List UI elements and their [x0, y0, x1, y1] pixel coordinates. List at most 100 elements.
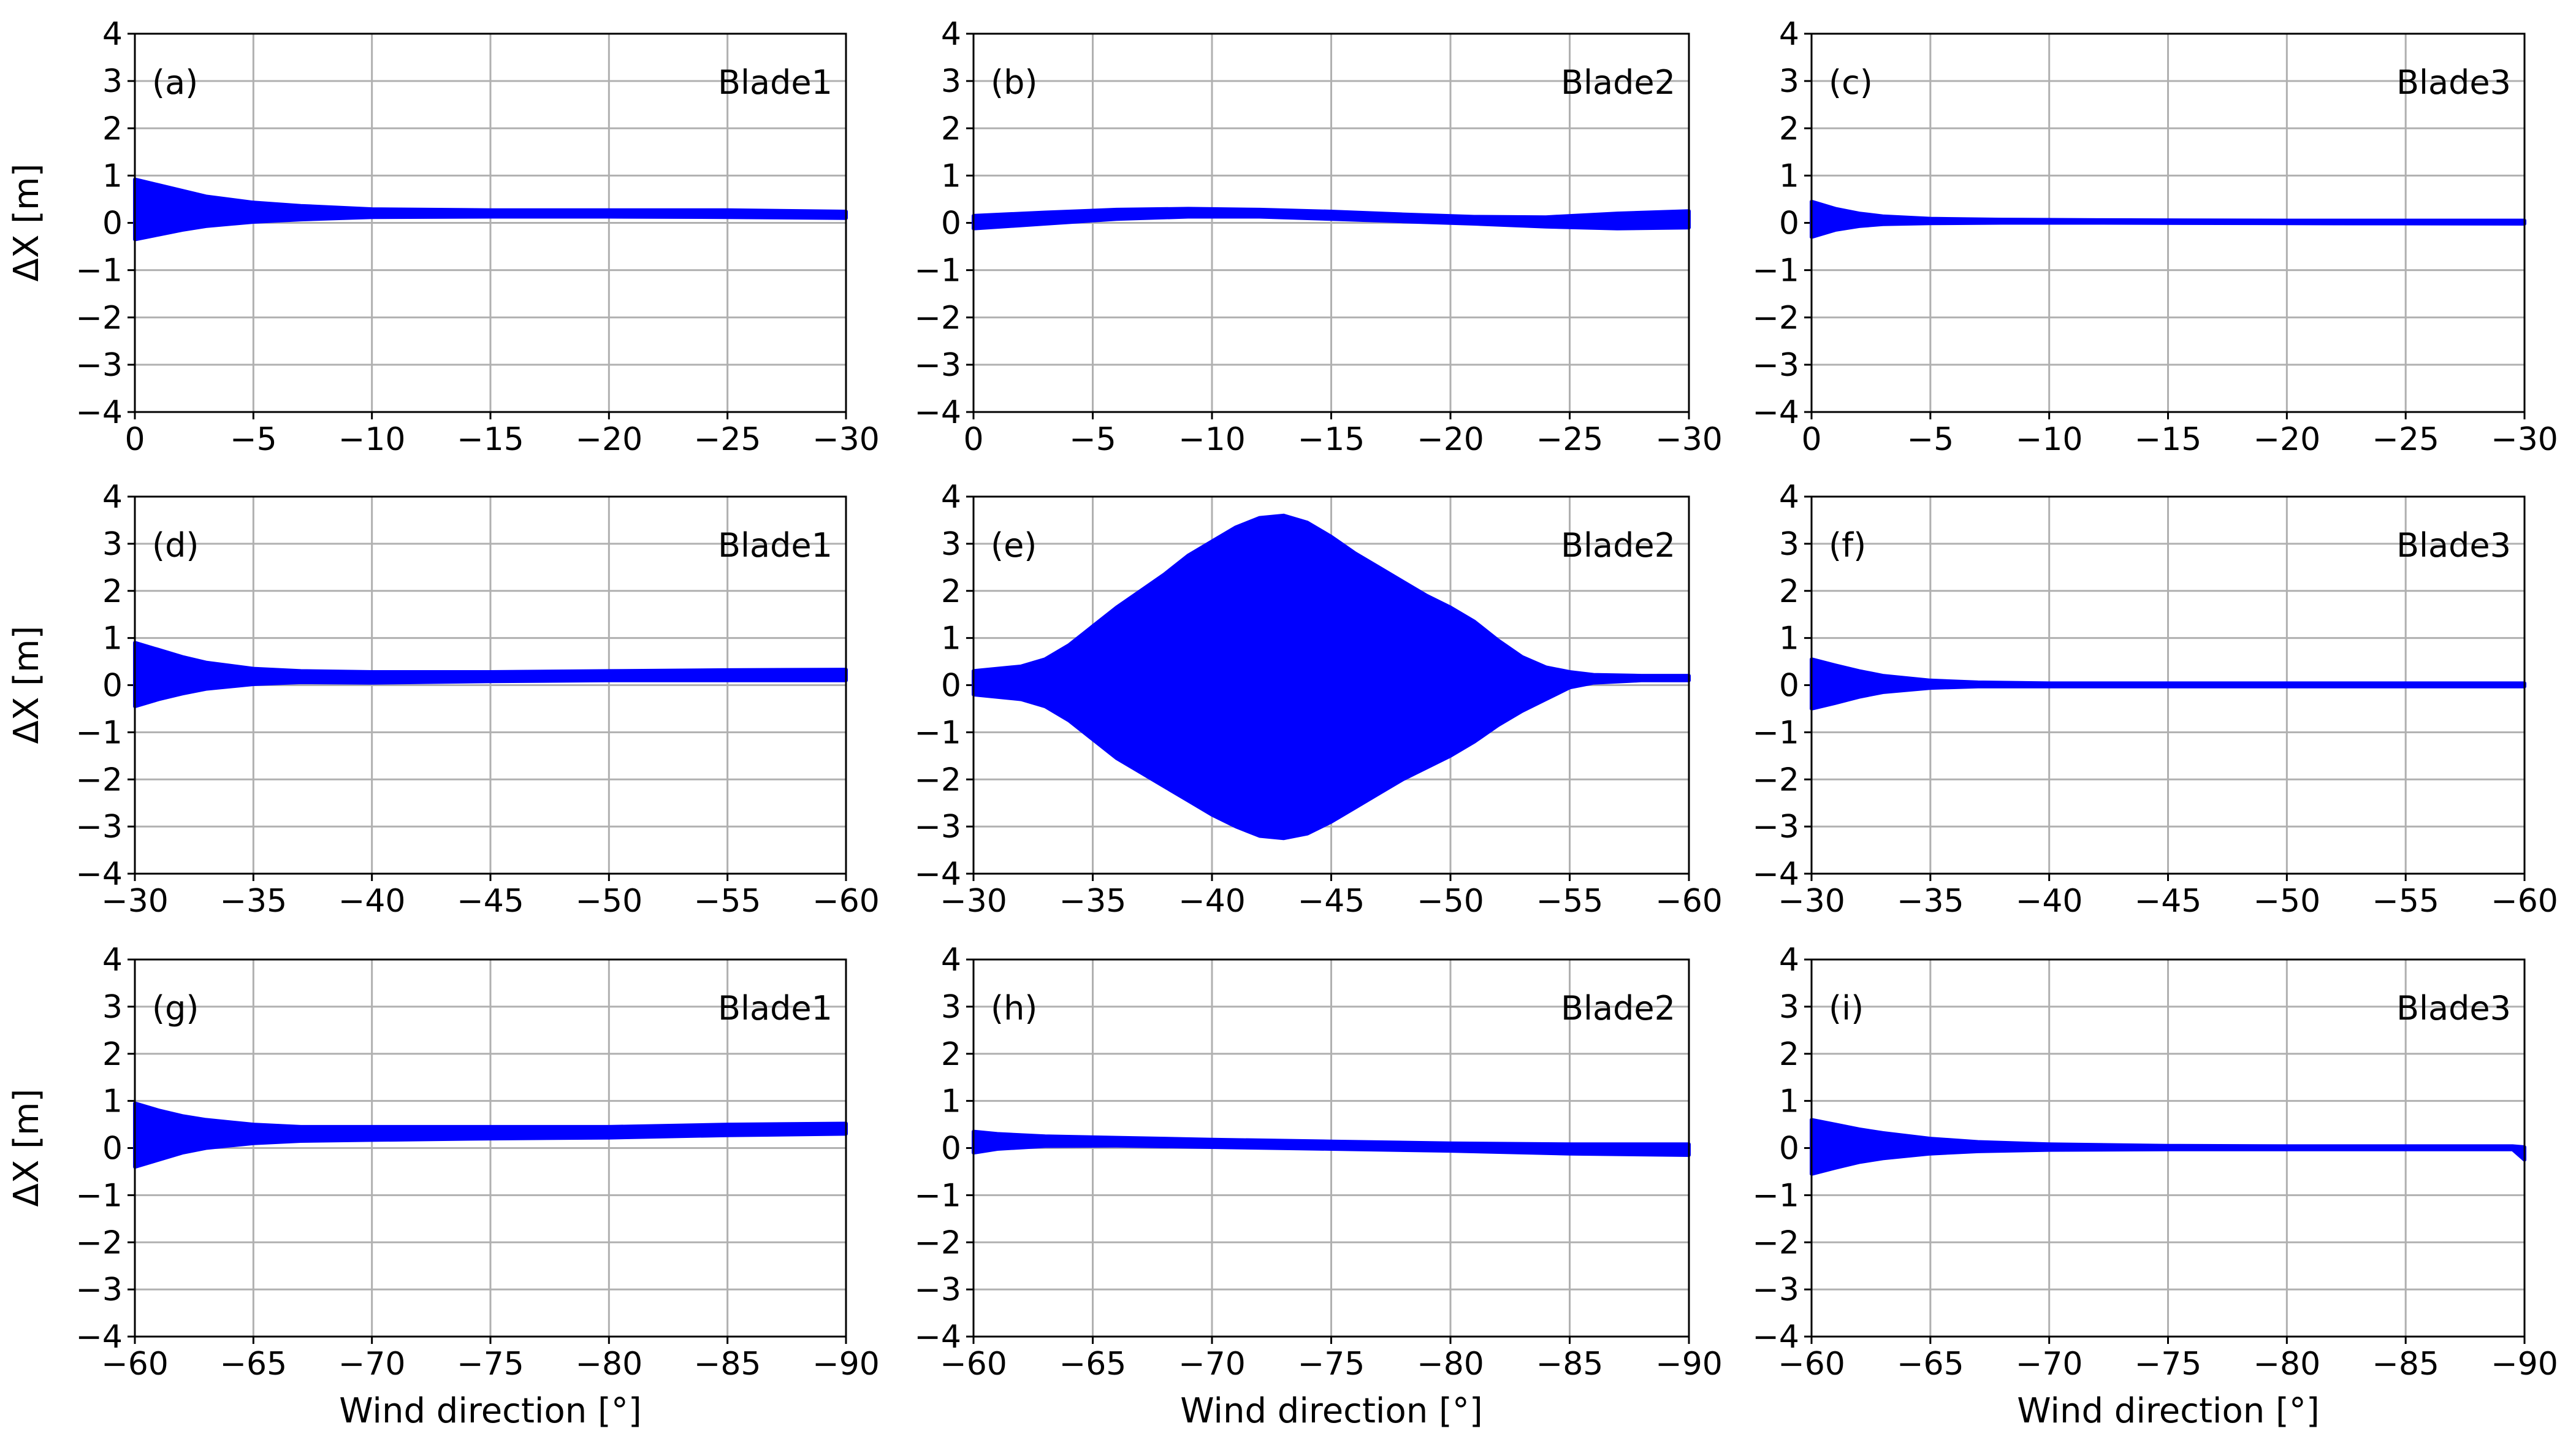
- y-tick-label: −3: [914, 809, 961, 845]
- axes-frame: [1810, 495, 2526, 875]
- panel-h: −60 −65 −70 −75 −80 −85 −90 −4 −3 −2 −1 0 1 2 3 4 (h) Bla…: [914, 942, 1723, 1383]
- x-tick-label: −15: [457, 421, 524, 458]
- y-tick-label: −4: [914, 856, 961, 893]
- x-tick-label: −65: [219, 1346, 287, 1383]
- x-tick-label: −50: [2253, 883, 2320, 920]
- y-tick-label: −1: [1752, 1177, 1799, 1214]
- x-tick-label: −10: [2016, 421, 2083, 458]
- y-tick-label: 0: [102, 1131, 123, 1167]
- y-tick-label: −3: [75, 347, 123, 384]
- y-tick-label: 2: [941, 1036, 961, 1073]
- xlabel-col-3: Wind direction [°]: [2017, 1391, 2319, 1431]
- y-tick-label: −4: [1752, 856, 1799, 893]
- y-tick-label: −1: [914, 714, 961, 751]
- x-tick-label: −20: [575, 421, 642, 458]
- y-tick-label: 1: [941, 1083, 961, 1120]
- panel-letter: (a): [152, 63, 198, 102]
- y-tick-label: −1: [75, 253, 123, 289]
- y-tick-label: −3: [914, 347, 961, 384]
- x-tick-label: −85: [694, 1346, 761, 1383]
- blade-label: Blade1: [718, 989, 833, 1028]
- y-tick-label: 4: [1779, 16, 1799, 53]
- axes-frame: [134, 958, 847, 1338]
- x-tick-label: −90: [1655, 1346, 1723, 1383]
- x-tick-label: −70: [2016, 1346, 2083, 1383]
- y-tick-label: 2: [102, 573, 123, 610]
- x-tick-label: −30: [101, 883, 169, 920]
- x-tick-label: −25: [1536, 421, 1604, 458]
- y-tick-label: −1: [914, 1177, 961, 1214]
- axes-frame: [134, 32, 847, 413]
- x-tick-label: −5: [1069, 421, 1116, 458]
- x-tick-label: −85: [2372, 1346, 2439, 1383]
- blade-label: Blade1: [718, 526, 833, 565]
- panel-letter: (d): [152, 526, 199, 565]
- x-tick-label: −10: [1178, 421, 1246, 458]
- x-tick-label: 0: [1801, 421, 1821, 458]
- ylabel-row-3: ΔX [m]: [7, 1089, 47, 1207]
- panel-d: −30 −35 −40 −45 −50 −55 −60 −4 −3 −2 −1 0 1 2 3 4 (d) Bla…: [75, 479, 880, 920]
- axes-frame: [134, 495, 847, 875]
- blade-label: Blade3: [2396, 63, 2511, 102]
- y-tick-label: 3: [941, 989, 961, 1026]
- x-tick-label: −35: [1059, 883, 1127, 920]
- x-tick-label: −70: [1178, 1346, 1246, 1383]
- axes-frame: [1810, 32, 2526, 413]
- y-tick-label: 4: [1779, 942, 1799, 979]
- y-tick-label: 2: [102, 110, 123, 147]
- x-tick-label: −90: [2491, 1346, 2558, 1383]
- x-tick-label: −15: [2135, 421, 2202, 458]
- blade-label: Blade3: [2396, 526, 2511, 565]
- panel-e: −30 −35 −40 −45 −50 −55 −60 −4 −3 −2 −1 0 1 2 3 4 (e) Bla…: [914, 479, 1723, 920]
- x-tick-label: −30: [940, 883, 1007, 920]
- y-tick-label: −4: [914, 394, 961, 431]
- x-tick-label: 0: [124, 421, 145, 458]
- y-tick-label: 1: [102, 158, 123, 194]
- x-tick-label: −60: [101, 1346, 169, 1383]
- x-tick-label: −10: [338, 421, 406, 458]
- y-tick-label: −2: [75, 1224, 123, 1261]
- y-tick-label: −1: [75, 1177, 123, 1214]
- x-tick-label: −90: [812, 1346, 880, 1383]
- y-tick-label: 4: [102, 942, 123, 979]
- axes-frame: [972, 32, 1690, 413]
- y-tick-label: −4: [1752, 394, 1799, 431]
- x-tick-label: −75: [1298, 1346, 1365, 1383]
- y-tick-label: −3: [1752, 347, 1799, 384]
- y-tick-label: −1: [1752, 253, 1799, 289]
- x-tick-label: −25: [2372, 421, 2439, 458]
- y-tick-label: 1: [102, 620, 123, 657]
- x-tick-label: −85: [1536, 1346, 1604, 1383]
- y-tick-label: 2: [941, 573, 961, 610]
- blade-label: Blade2: [1561, 63, 1675, 102]
- y-tick-label: −2: [75, 761, 123, 798]
- x-tick-label: −75: [2135, 1346, 2202, 1383]
- x-tick-label: −15: [1298, 421, 1365, 458]
- x-tick-label: −65: [1897, 1346, 1964, 1383]
- y-tick-label: 3: [102, 989, 123, 1026]
- x-tick-label: −65: [1059, 1346, 1127, 1383]
- y-tick-label: 0: [941, 1131, 961, 1167]
- y-tick-label: −2: [1752, 761, 1799, 798]
- blade-label: Blade1: [718, 63, 833, 102]
- x-tick-label: −25: [694, 421, 761, 458]
- y-tick-label: 2: [941, 110, 961, 147]
- y-tick-label: −4: [75, 1319, 123, 1356]
- y-tick-label: 0: [102, 668, 123, 704]
- y-tick-label: −1: [1752, 714, 1799, 751]
- axis-titles: ΔX [m] ΔX [m] ΔX [m] Wind direction [°] …: [7, 164, 2320, 1431]
- panel-letter: (h): [991, 989, 1037, 1028]
- y-tick-label: 2: [1779, 573, 1799, 610]
- ylabel-row-2: ΔX [m]: [7, 626, 47, 744]
- panel-letter: (g): [152, 989, 199, 1028]
- y-tick-label: 4: [941, 16, 961, 53]
- y-tick-label: 3: [941, 526, 961, 563]
- x-tick-label: −80: [2253, 1346, 2320, 1383]
- y-tick-label: 1: [102, 1083, 123, 1120]
- y-tick-label: 0: [1779, 668, 1799, 704]
- panel-g: −60 −65 −70 −75 −80 −85 −90 −4 −3 −2 −1 0 1 2 3 4 (g) Bla…: [75, 942, 880, 1383]
- y-tick-label: 3: [102, 63, 123, 100]
